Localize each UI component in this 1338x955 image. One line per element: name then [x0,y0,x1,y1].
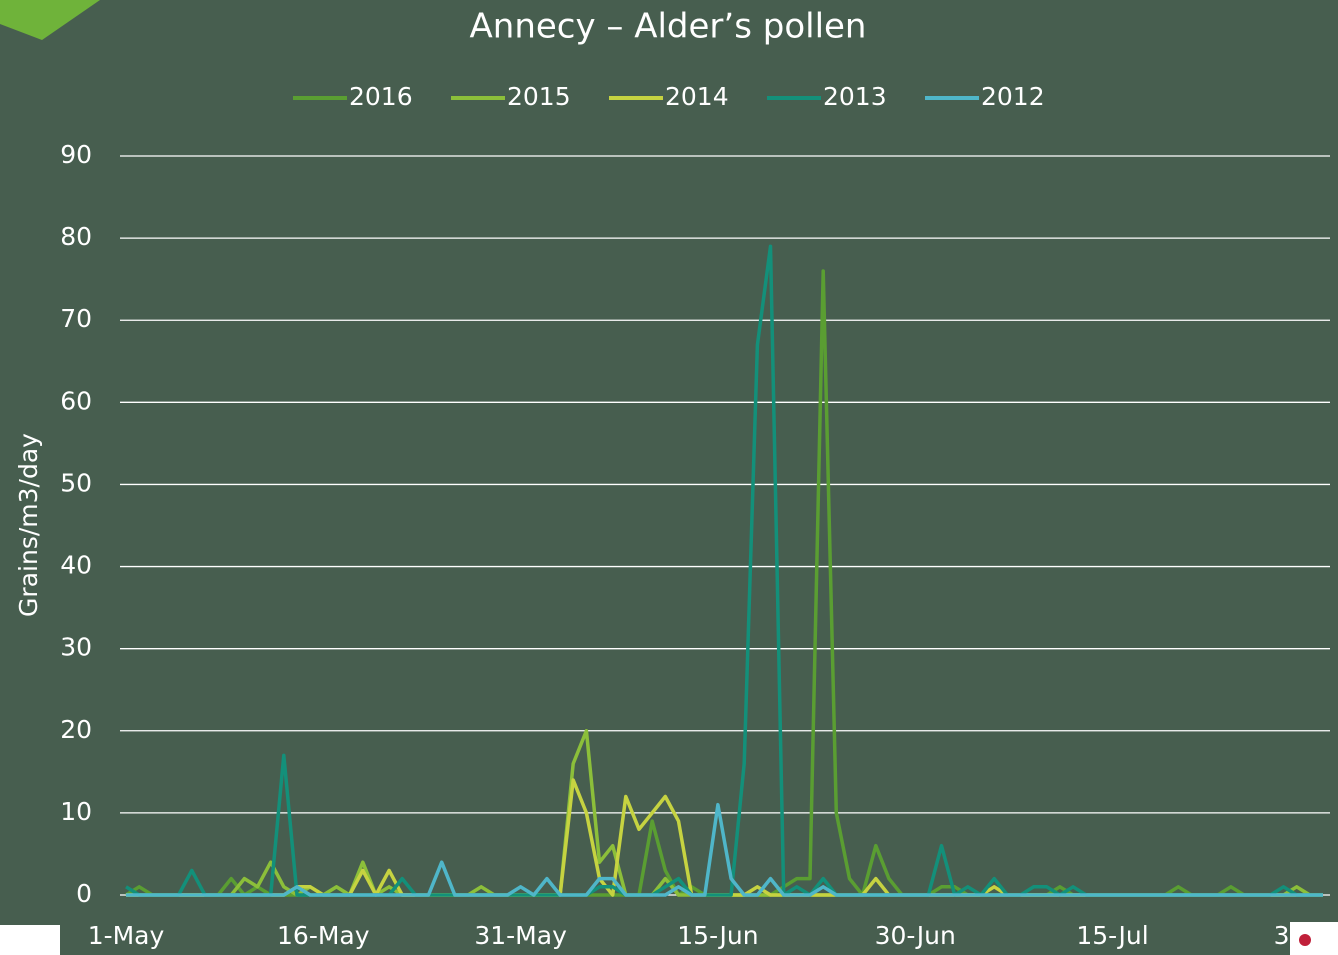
x-tick-label: 30-Jun [875,921,956,950]
logo-left [0,925,60,955]
y-tick-label: 20 [60,715,92,744]
y-axis-label: Grains/m3/day [14,433,43,617]
logo-right-mark [1299,934,1311,946]
x-tick-label: 15-Jun [677,921,758,950]
legend-label: 2014 [665,82,729,111]
legend-label: 2015 [507,82,571,111]
y-tick-label: 70 [60,304,92,333]
legend-label: 2012 [981,82,1045,111]
y-tick-label: 10 [60,797,92,826]
y-tick-label: 40 [60,551,92,580]
series-line [126,802,1323,897]
y-tick-label: 30 [60,633,92,662]
logo-right [1290,922,1338,955]
legend: 2016 2015 2014 2013 2012 [293,82,1045,111]
x-tick-label: 15-Jul [1076,921,1148,950]
corner-decoration [0,0,100,40]
x-tick-label: 1-May [88,921,165,950]
x-tick-label: 31-May [474,921,567,950]
x-tick-label: 16-May [277,921,370,950]
legend-label: 2013 [823,82,887,111]
legend-label: 2016 [349,82,413,111]
y-tick-label: 90 [60,140,92,169]
chart-title: Annecy – Alder’s pollen [470,7,867,47]
y-tick-label: 80 [60,222,92,251]
plot-area [125,244,1323,897]
y-tick-label: 50 [60,468,92,497]
y-tick-label: 60 [60,386,92,415]
y-tick-label: 0 [76,879,92,908]
